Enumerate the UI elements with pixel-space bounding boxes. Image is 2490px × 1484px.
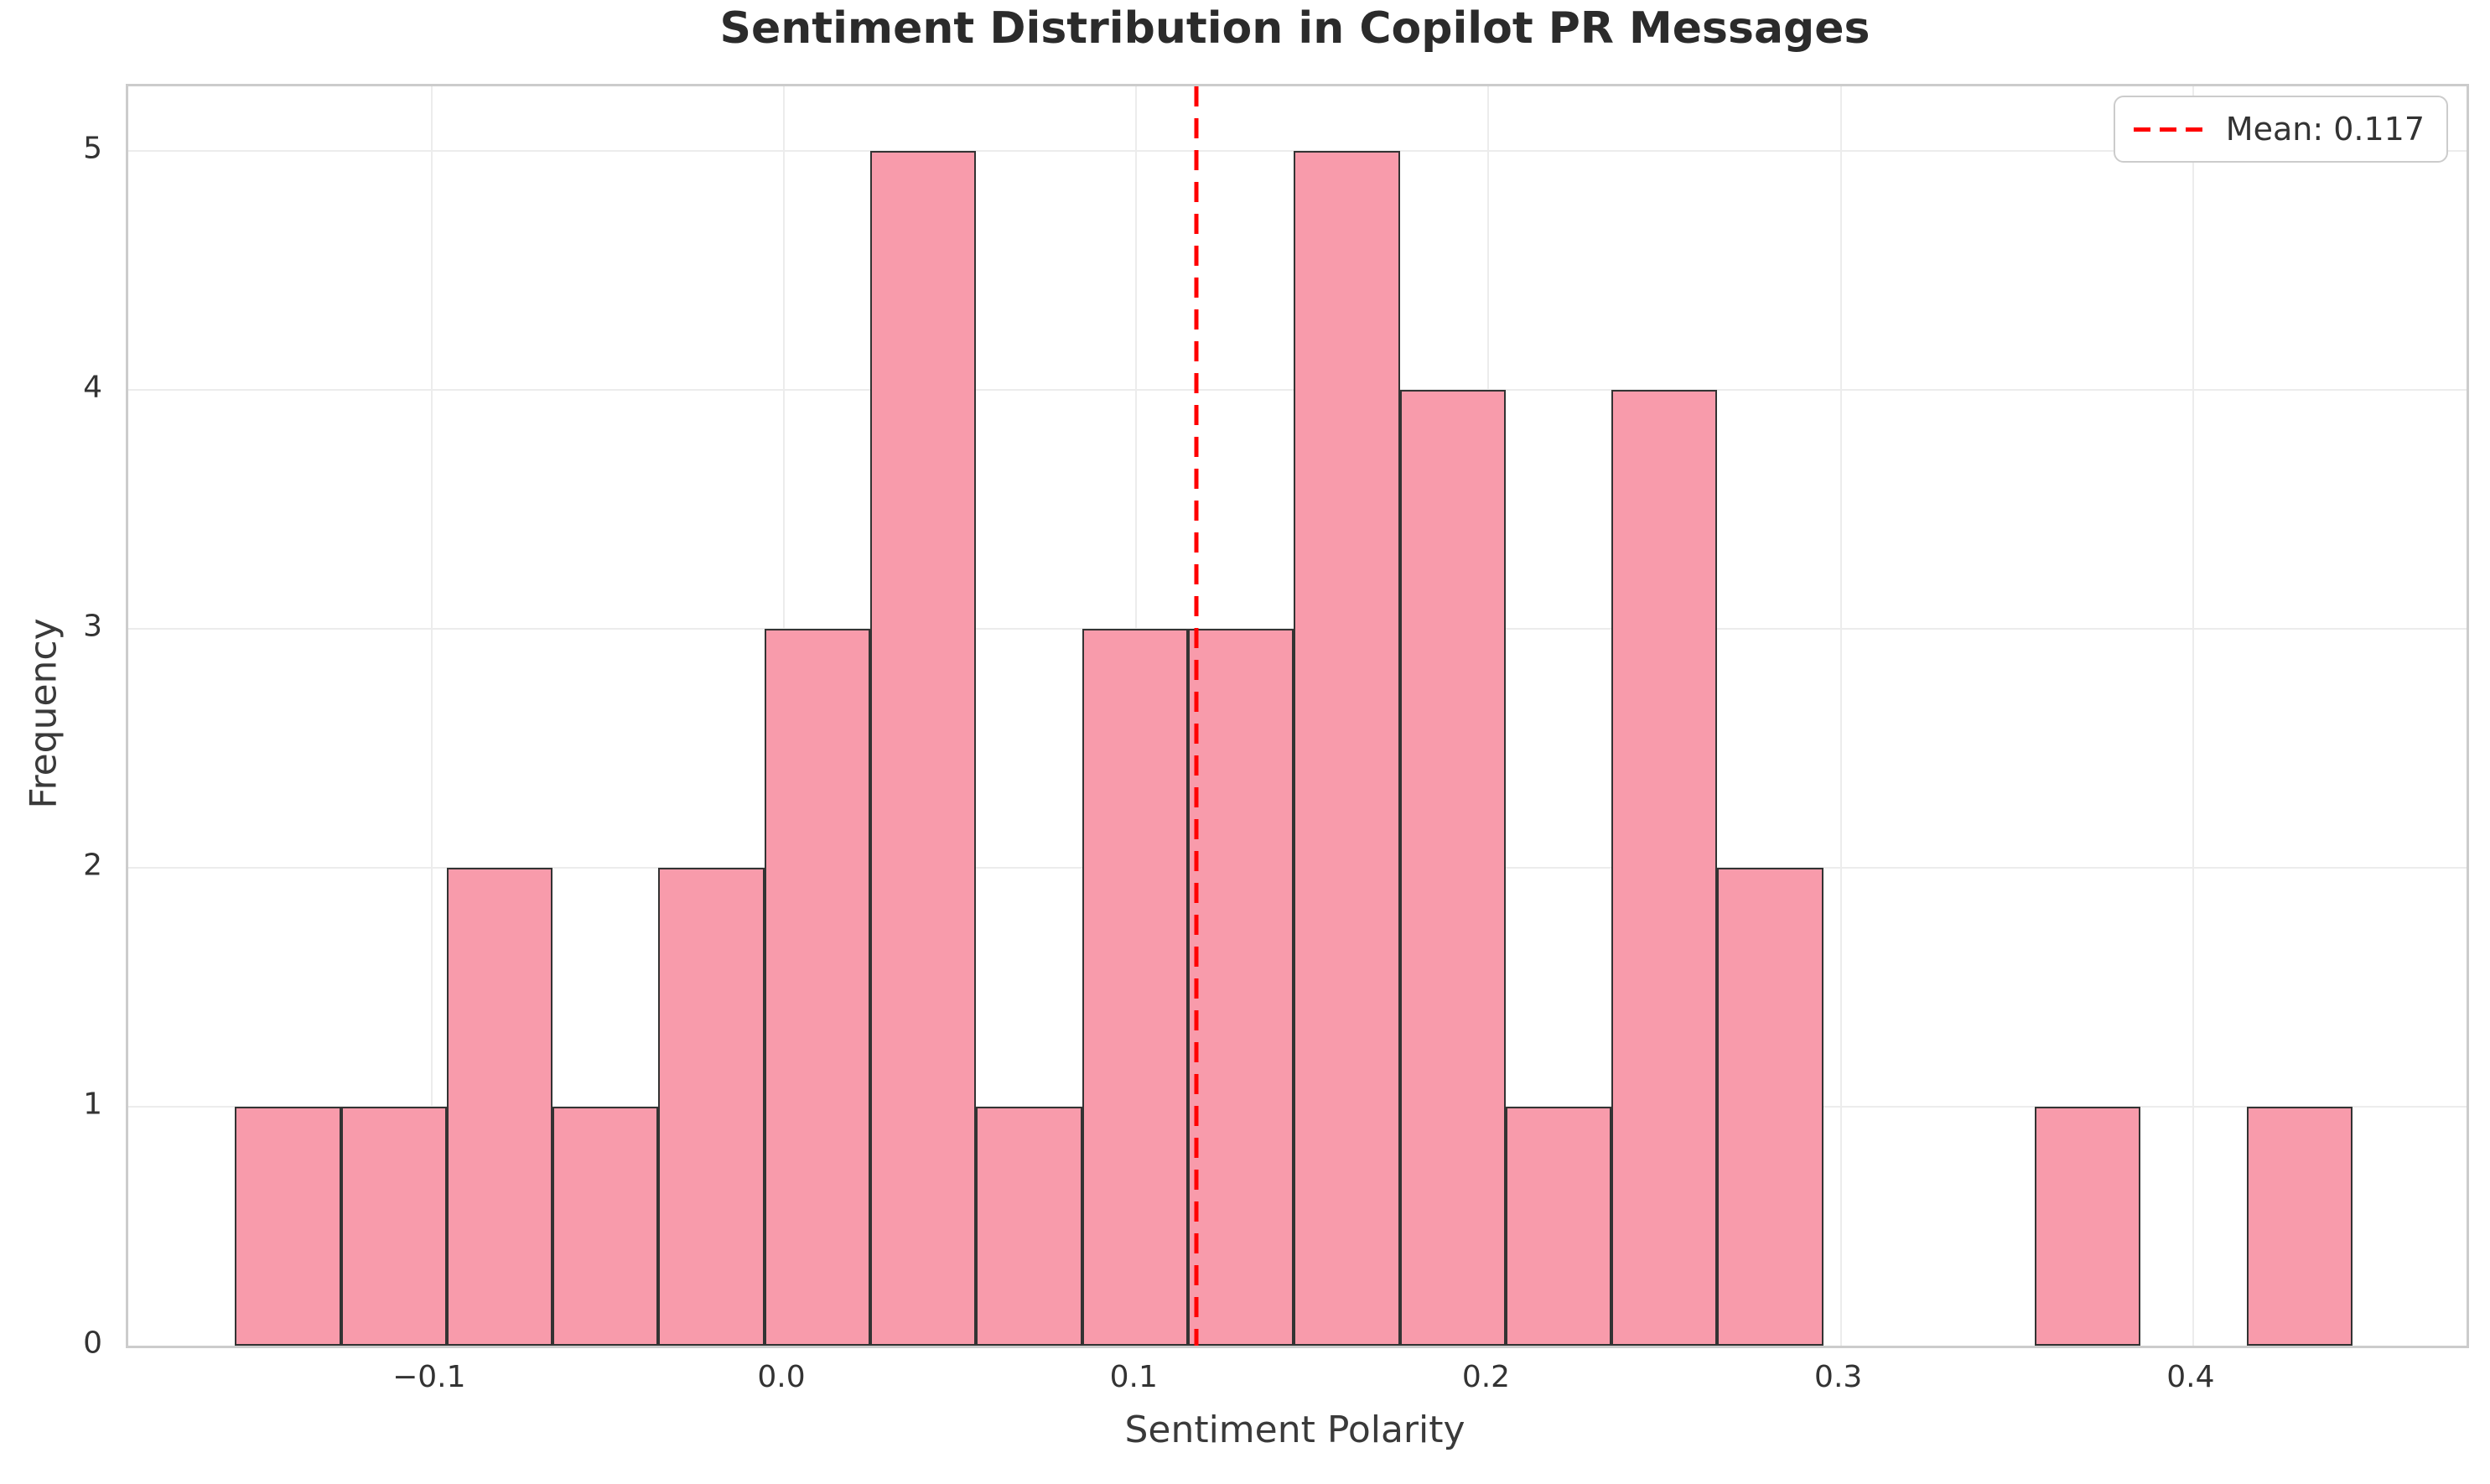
gridline-vertical	[430, 86, 433, 1346]
histogram-bar	[1188, 628, 1294, 1346]
x-axis-label: Sentiment Polarity	[1124, 1409, 1465, 1451]
histogram-bar	[1399, 389, 1506, 1346]
y-tick-label: 4	[83, 370, 102, 405]
legend-label: Mean: 0.117	[2225, 111, 2425, 148]
histogram-bar	[658, 867, 765, 1346]
x-tick-label: 0.4	[2166, 1360, 2215, 1394]
gridline-vertical	[2192, 86, 2194, 1346]
histogram-bar	[1611, 389, 1718, 1346]
y-tick-label: 5	[83, 131, 102, 166]
gridline-vertical	[1839, 86, 1842, 1346]
mean-line	[1194, 86, 1199, 1346]
histogram-bar	[1294, 150, 1400, 1346]
x-tick-label: 0.1	[1109, 1360, 1158, 1394]
histogram-bar	[1082, 628, 1189, 1346]
histogram-bar	[869, 150, 977, 1346]
histogram-bar	[2035, 1106, 2141, 1346]
y-tick-label: 0	[83, 1326, 102, 1361]
legend: Mean: 0.117	[2113, 96, 2448, 163]
x-tick-label: 0.0	[757, 1360, 806, 1394]
y-axis-label: Frequency	[22, 618, 65, 809]
histogram-bar	[1505, 1106, 1612, 1346]
x-tick-label: −0.1	[392, 1360, 466, 1394]
histogram-bar	[1717, 867, 1823, 1346]
histogram-bar	[235, 1106, 341, 1346]
histogram-bar	[340, 1106, 447, 1346]
histogram-bar	[2246, 1106, 2353, 1346]
plot-area	[126, 84, 2469, 1348]
x-tick-label: 0.3	[1814, 1360, 1863, 1394]
chart-title: Sentiment Distribution in Copilot PR Mes…	[719, 3, 1870, 54]
histogram-bar	[764, 628, 870, 1346]
x-tick-label: 0.2	[1461, 1360, 1511, 1394]
histogram-bar	[552, 1106, 659, 1346]
y-tick-label: 1	[83, 1087, 102, 1122]
mean-line-legend-sample-icon	[2133, 127, 2204, 132]
histogram-bar	[446, 867, 553, 1346]
y-tick-label: 2	[83, 848, 102, 883]
histogram-bar	[976, 1106, 1082, 1346]
